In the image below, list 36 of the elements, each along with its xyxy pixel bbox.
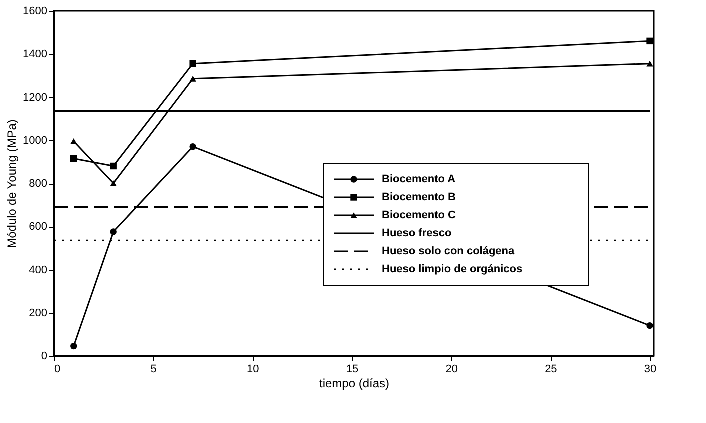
point [110,228,117,236]
point [110,180,117,186]
y-tick-label: 600 [29,221,48,234]
x-axis-title: tiempo (días) [319,376,390,390]
y-tick-label: 400 [29,264,48,276]
legend-label: Biocemento B [382,192,456,204]
y-tick-label: 1000 [23,134,48,147]
legend-label: Biocemento C [382,210,456,222]
y-tick-label: 800 [29,178,48,190]
x-tick-label: 5 [150,364,157,376]
point [646,60,654,67]
y-tick-label: 1400 [23,48,48,61]
point [110,162,117,170]
y-tick-label: 1600 [23,6,48,18]
x-tick-label: 25 [545,364,558,376]
x-tick-label: 10 [247,364,260,376]
y-tick-label: 1200 [23,92,48,104]
legend-label: Hueso fresco [382,228,452,240]
legend-label: Biocemento A [382,174,456,186]
y-tick-label: 0 [41,350,48,362]
point [190,143,196,150]
point [646,322,654,330]
point [70,342,78,350]
legend-label: Hueso solo con colágena [382,246,516,258]
point [70,138,78,144]
point [70,155,78,162]
x-tick-label: 0 [54,364,61,376]
x-tick-label: 30 [644,364,657,376]
x-tick-label: 15 [346,364,359,376]
y-tick-label: 200 [29,307,48,320]
x-tick-label: 20 [446,364,458,376]
point [646,38,654,45]
legend-label: Hueso limpio de orgánicos [382,264,523,276]
y-axis-title: Módulo de Young (MPa) [5,120,20,248]
point [190,60,196,68]
point [190,76,196,82]
